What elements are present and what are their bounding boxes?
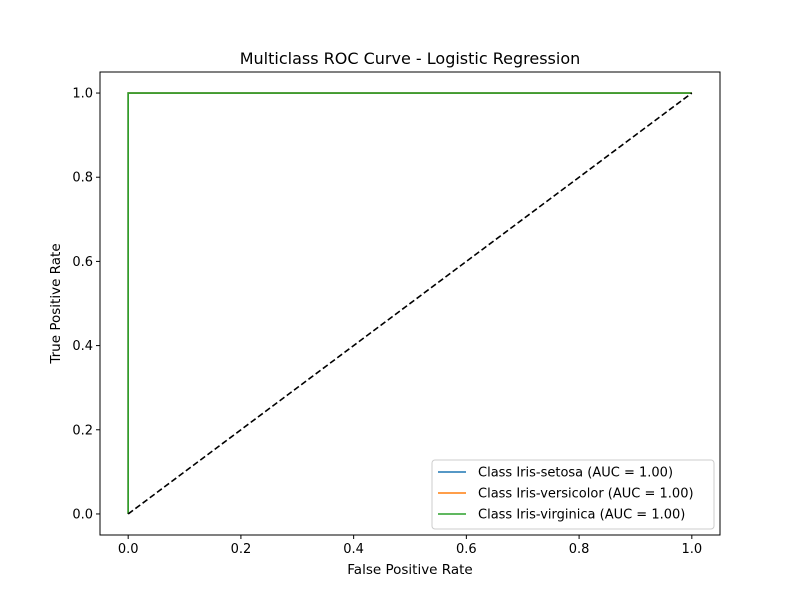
x-tick-label: 1.0: [681, 542, 702, 557]
x-axis-label: False Positive Rate: [347, 562, 472, 578]
y-tick-label: 0.6: [72, 255, 93, 270]
x-axis-ticks: 0.0 0.2 0.4 0.6 0.8 1.0: [118, 535, 702, 557]
y-tick-label: 0.4: [72, 339, 93, 354]
legend: Class Iris-setosa (AUC = 1.00) Class Iris…: [431, 459, 715, 530]
roc-line-series-3: [127, 92, 692, 514]
x-tick-label: 0.4: [343, 542, 364, 557]
reference-diagonal-line: [127, 92, 693, 515]
legend-box: [431, 459, 715, 530]
legend-entry-label: Class Iris-versicolor (AUC = 1.00): [478, 487, 694, 502]
y-axis-label: True Positive Rate: [48, 243, 64, 364]
y-tick-label: 1.0: [72, 87, 93, 102]
y-tick-label: 0.2: [72, 423, 93, 438]
y-tick-label: 0.0: [72, 507, 93, 522]
series-layer: [127, 92, 693, 515]
legend-entry-label: Class Iris-virginica (AUC = 1.00): [478, 508, 685, 523]
x-tick-label: 0.2: [231, 542, 252, 557]
y-axis-ticks: 0.0 0.2 0.4 0.6 0.8 1.0: [72, 87, 100, 522]
plot-frame: [99, 71, 721, 536]
y-tick-label: 0.8: [72, 171, 93, 186]
x-tick-label: 0.8: [569, 542, 590, 557]
x-tick-label: 0.0: [118, 542, 139, 557]
legend-entry-label: Class Iris-setosa (AUC = 1.00): [478, 466, 673, 481]
chart-title: Multiclass ROC Curve - Logistic Regressi…: [240, 49, 581, 68]
x-tick-label: 0.6: [456, 542, 477, 557]
